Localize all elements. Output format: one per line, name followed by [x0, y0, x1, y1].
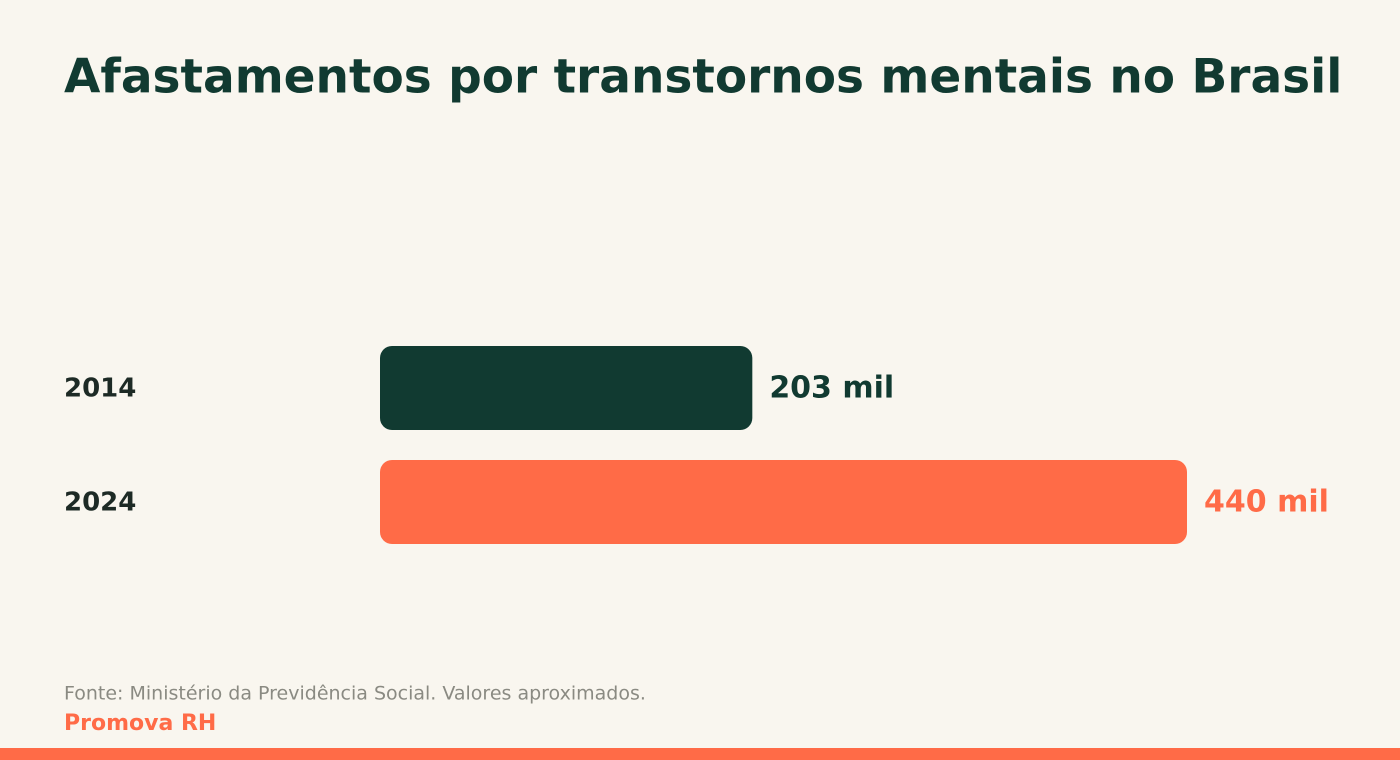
- category-label: 2014: [64, 374, 136, 404]
- source-note: Fonte: Ministério da Previdência Social.…: [64, 683, 646, 705]
- brand: Promova RH: [64, 711, 216, 736]
- bar: [380, 460, 1187, 544]
- footer-stripe: [0, 748, 1400, 760]
- category-label: 2024: [64, 488, 136, 518]
- value-label: 440 mil: [1204, 485, 1329, 520]
- bar: [380, 346, 753, 430]
- value-label: 203 mil: [769, 371, 894, 406]
- chart-title: Afastamentos por transtornos mentais no …: [64, 50, 1342, 105]
